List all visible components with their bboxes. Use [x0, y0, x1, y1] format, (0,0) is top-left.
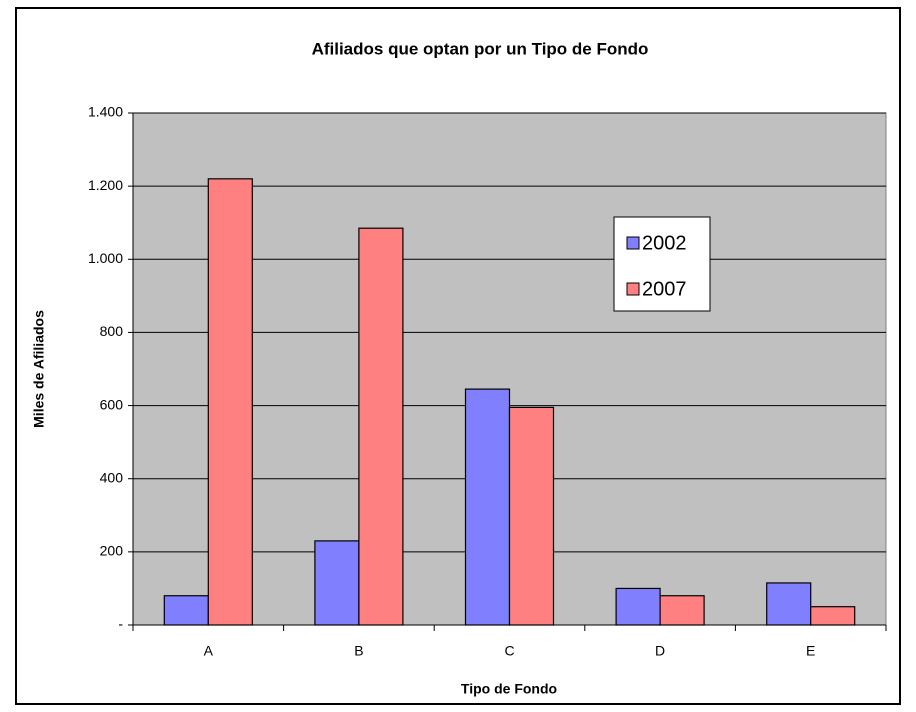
bar [207, 178, 253, 626]
y-tick-label: 1.400 [88, 104, 123, 120]
x-axis-title: Tipo de Fondo [461, 681, 557, 697]
legend-label: 2002 [642, 232, 687, 254]
y-tick-label: - [118, 616, 123, 632]
bar [314, 540, 360, 626]
x-tick-label: E [806, 643, 815, 659]
y-axis-title: Miles de Afiliados [31, 310, 47, 428]
bar [659, 595, 705, 626]
bar [464, 388, 511, 626]
legend-label: 2007 [642, 278, 687, 300]
bar [163, 595, 209, 626]
bar [766, 582, 812, 626]
y-tick-label: 400 [100, 469, 124, 485]
y-tick-label: 1.200 [88, 177, 123, 193]
legend: 2002 2007 [613, 216, 711, 312]
chart-title: Afiliados que optan por un Tipo de Fondo [312, 39, 649, 58]
y-tick-label: 800 [100, 323, 124, 339]
y-tick-label: 1.000 [88, 250, 123, 266]
x-tick-label: D [655, 643, 665, 659]
legend-swatch [626, 282, 640, 296]
bar [615, 587, 661, 626]
bar [358, 227, 404, 626]
bar [810, 606, 856, 626]
x-tick-label: C [504, 643, 514, 659]
legend-swatch [626, 236, 640, 250]
y-tick-label: 600 [100, 396, 124, 412]
x-tick-label: A [204, 643, 214, 659]
x-tick-label: B [354, 643, 363, 659]
y-tick-label: 200 [100, 543, 124, 559]
bar [508, 406, 555, 626]
